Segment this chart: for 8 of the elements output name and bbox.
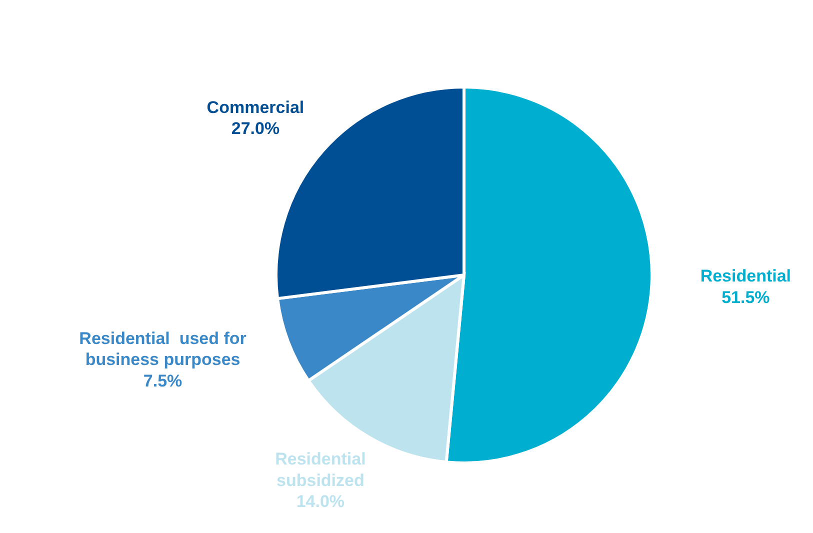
- data-label: 14.0%: [296, 492, 345, 512]
- slice-label: Residential used for business purposes: [79, 328, 247, 370]
- data-label: 51.5%: [722, 288, 770, 307]
- slice-label: Commercial: [206, 98, 304, 117]
- slice-label: Residential subsidized: [275, 450, 366, 490]
- data-label: 7.5%: [143, 371, 182, 390]
- data-label: 27.0%: [231, 119, 280, 138]
- slice-label: Residential: [700, 266, 792, 286]
